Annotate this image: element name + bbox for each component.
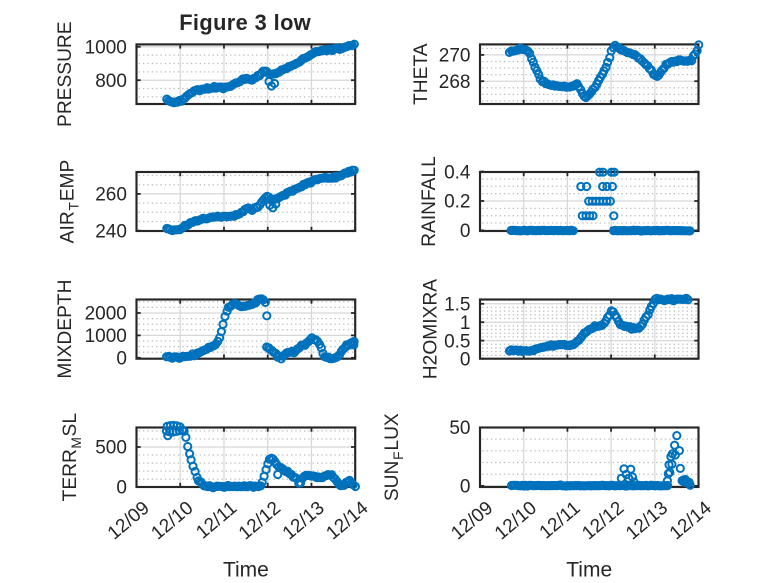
svg-text:TERRMSL: TERRMSL bbox=[60, 413, 84, 502]
svg-text:AIRTEMP: AIRTEMP bbox=[58, 160, 82, 244]
svg-text:THETA: THETA bbox=[411, 43, 432, 105]
svg-text:PRESSURE: PRESSURE bbox=[55, 21, 76, 127]
svg-text:0: 0 bbox=[116, 349, 127, 370]
svg-text:0: 0 bbox=[116, 478, 127, 499]
svg-text:Time: Time bbox=[223, 559, 269, 582]
svg-text:260: 260 bbox=[95, 185, 127, 206]
svg-text:Figure 3 low: Figure 3 low bbox=[179, 10, 311, 35]
svg-text:H2OMIXRA: H2OMIXRA bbox=[421, 279, 442, 379]
svg-text:1000: 1000 bbox=[85, 326, 127, 347]
svg-text:270: 270 bbox=[439, 46, 471, 67]
svg-text:0.4: 0.4 bbox=[444, 162, 471, 183]
svg-text:RAINFALL: RAINFALL bbox=[419, 156, 440, 247]
svg-text:50: 50 bbox=[449, 418, 470, 439]
svg-text:0.5: 0.5 bbox=[444, 331, 470, 352]
svg-text:0: 0 bbox=[460, 477, 471, 498]
svg-text:1000: 1000 bbox=[85, 38, 127, 59]
svg-text:500: 500 bbox=[95, 438, 127, 459]
svg-text:240: 240 bbox=[95, 221, 127, 242]
svg-text:0: 0 bbox=[460, 349, 471, 370]
svg-text:0: 0 bbox=[460, 221, 471, 242]
svg-text:2000: 2000 bbox=[85, 304, 127, 325]
svg-text:1.5: 1.5 bbox=[444, 295, 470, 316]
svg-text:800: 800 bbox=[95, 71, 127, 92]
svg-text:268: 268 bbox=[439, 72, 471, 93]
svg-text:0.2: 0.2 bbox=[444, 192, 470, 213]
svg-text:1: 1 bbox=[460, 313, 471, 334]
svg-text:MIXDEPTH: MIXDEPTH bbox=[55, 280, 76, 379]
svg-text:Time: Time bbox=[566, 559, 612, 582]
